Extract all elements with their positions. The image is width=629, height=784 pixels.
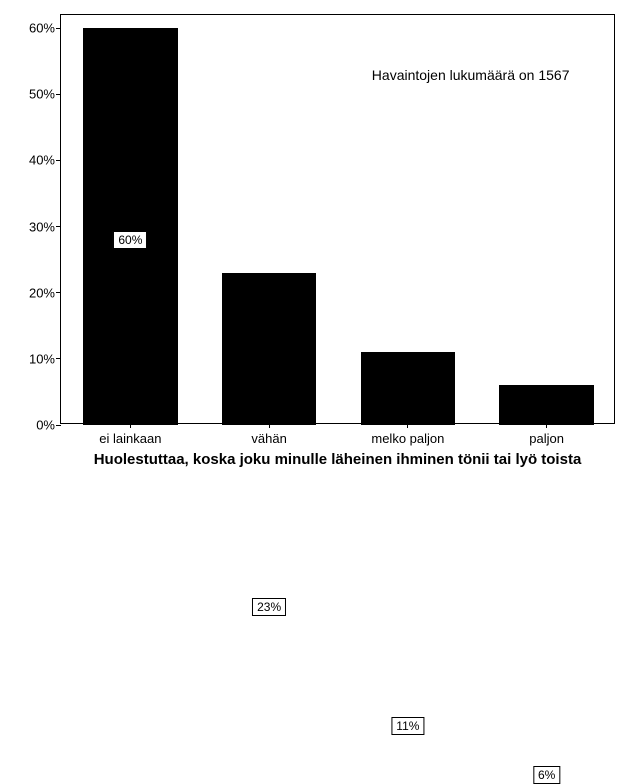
bar: 60% [83,28,177,425]
y-tick-mark [56,292,61,293]
y-tick-label: 20% [29,285,55,300]
x-axis-title: Huolestuttaa, koska joku minulle läheine… [78,451,598,468]
plot-area: 0%10%20%30%40%50%60%ei lainkaan60%vähän2… [60,14,615,424]
x-tick-label: paljon [529,431,564,446]
annotation-text: Havaintojen lukumäärä on 1567 [372,67,570,83]
x-tick-label: ei lainkaan [99,431,161,446]
bar-value-label: 6% [533,766,560,784]
bar-value-label: 23% [252,598,286,616]
y-tick-mark [56,160,61,161]
chart-container: 0% 10% 20% 30% 40% 50% 60% ei lainkaan 60% vähän 2… [0,0,629,504]
x-tick-label: vähän [251,431,286,446]
bar: 6% [499,385,593,425]
x-tick-label: melko paljon [371,431,444,446]
y-tick-mark [56,226,61,227]
bar: 23% [222,273,316,425]
y-tick-label: 50% [29,87,55,102]
y-tick-mark [56,425,61,426]
bar: 11% [361,352,455,425]
y-tick-label: 40% [29,153,55,168]
y-tick-mark [56,94,61,95]
y-tick-mark [56,28,61,29]
y-tick-mark [56,358,61,359]
y-tick-label: 60% [29,21,55,36]
bar-value-label: 60% [113,231,147,249]
y-tick-label: 10% [29,351,55,366]
y-tick-label: 0% [36,418,55,433]
y-tick-label: 30% [29,219,55,234]
bar-value-label: 11% [391,717,424,735]
